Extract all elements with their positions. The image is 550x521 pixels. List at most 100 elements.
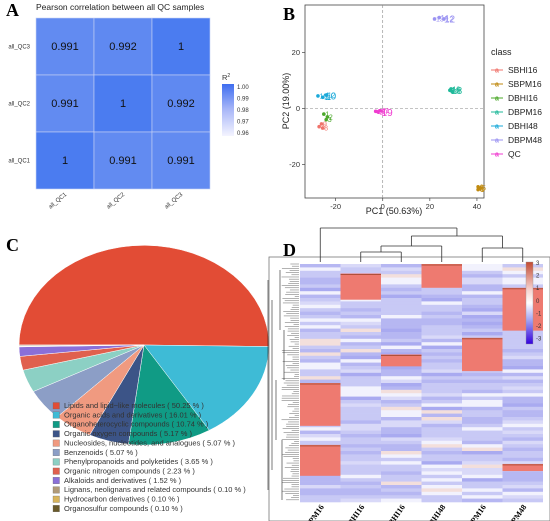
heatmap-a-cell: [151, 74, 211, 133]
heatmap-d-high-block: [502, 287, 543, 331]
heatmap-d-band: [502, 437, 543, 442]
heatmap-d-band: [421, 359, 462, 363]
heatmap-d-legend-tick: 1: [536, 286, 540, 292]
heatmap-d-band: [462, 457, 503, 462]
heatmap-d-band: [340, 352, 381, 357]
heatmap-d-band: [462, 386, 503, 391]
pca-point: [437, 15, 442, 20]
heatmap-d-band: [340, 495, 381, 499]
heatmap-d-band: [340, 454, 381, 459]
pca-point: [325, 115, 330, 119]
heatmap-d-band: [300, 301, 341, 306]
heatmap-d-band: [421, 335, 462, 340]
heatmap-d-band: [381, 379, 422, 384]
heatmap-d-band: [340, 389, 381, 394]
heatmap-d-band: [300, 352, 341, 357]
heatmap-d-band: [381, 427, 422, 431]
heatmap-d-band: [340, 464, 381, 469]
heatmap-d-band: [462, 410, 503, 414]
heatmap-d-band: [421, 464, 462, 469]
heatmap-d-band: [340, 311, 381, 316]
heatmap-d-band: [381, 270, 422, 275]
heatmap-d-band: [340, 403, 381, 408]
correlation-heatmap: Pearson correlation between all QC sampl…: [8, 2, 249, 210]
pca-legend-key-glyph: a: [495, 96, 499, 103]
pie-legend-swatch: [52, 467, 60, 475]
heatmap-d-band: [421, 474, 462, 479]
heatmap-d-band: [340, 379, 381, 384]
heatmap-d-band: [462, 325, 503, 329]
heatmap-d-band: [300, 304, 341, 309]
heatmap-d-band: [462, 430, 503, 435]
heatmap-d-band: [381, 447, 422, 452]
pca-point-label: 2: [329, 114, 333, 121]
heatmap-d-band: [421, 291, 462, 295]
heatmap-d-band: [502, 451, 543, 455]
heatmap-d-band: [340, 270, 381, 275]
heatmap-d-band: [381, 457, 422, 462]
heatmap-d-band: [462, 413, 503, 418]
pca-y-tick-label: 0: [296, 104, 300, 113]
heatmap-d-band: [502, 434, 543, 438]
heatmap-d-band: [502, 335, 543, 340]
heatmap-d-band: [381, 366, 422, 370]
heatmap-d-band: [300, 376, 341, 380]
heatmap-d-band: [502, 379, 543, 384]
pie-legend-label: Organoheterocyclic compounds ( 10.74 % ): [64, 420, 209, 429]
heatmap-d-band: [300, 434, 341, 438]
pca-legend-label: SBPM16: [508, 79, 542, 89]
pca-point: [319, 122, 324, 126]
heatmap-d-band: [462, 284, 503, 289]
heatmap-d-band: [421, 311, 462, 316]
heatmap-d-band: [381, 495, 422, 499]
heatmap-d-band: [300, 274, 341, 278]
heatmap-d-band: [502, 403, 543, 408]
pca-legend-key-glyph: a: [495, 138, 499, 145]
heatmap-d-band: [381, 451, 422, 455]
pie-slice: [128, 344, 210, 446]
heatmap-a-legend-tick: 1.00: [237, 85, 249, 91]
pca-point-label: 16: [451, 88, 459, 95]
heatmap-d-band: [340, 335, 381, 340]
pca-legend-key-glyph: a: [495, 68, 499, 75]
pca-point: [320, 95, 325, 100]
heatmap-a-cell: [93, 17, 153, 76]
heatmap-d-band: [502, 372, 543, 377]
heatmap-d-band: [502, 342, 543, 346]
pca-cluster-label: 19: [382, 108, 394, 119]
heatmap-d-band: [300, 284, 341, 289]
heatmap-d-band: [502, 389, 543, 394]
heatmap-d-band: [421, 417, 462, 421]
heatmap-d-band: [462, 406, 503, 411]
heatmap-d-band: [300, 321, 341, 326]
heatmap-d-band: [300, 345, 341, 350]
heatmap-d-band: [502, 413, 543, 418]
heatmap-d-band: [381, 417, 422, 421]
pca-x-tick-label: 0: [381, 202, 385, 211]
heatmap-d-high-block: [300, 383, 341, 426]
heatmap-a-cell: [151, 17, 211, 76]
heatmap-d-band: [340, 417, 381, 421]
heatmap-d-band: [421, 318, 462, 323]
heatmap-a-cell-label: 1: [120, 98, 126, 110]
pca-x-tick-label: 40: [473, 202, 481, 211]
heatmap-d-band: [381, 471, 422, 476]
heatmap-d-band: [300, 495, 341, 499]
heatmap-d-band: [300, 277, 341, 282]
heatmap-d-band: [502, 478, 543, 482]
panel-label-d: D: [283, 240, 296, 260]
pca-y-axis-label: PC2 (19.00%): [281, 73, 291, 130]
heatmap-d-band: [421, 488, 462, 493]
heatmap-d-band: [502, 345, 543, 350]
heatmap-d-band: [381, 315, 422, 319]
heatmap-a-cell: [93, 74, 153, 133]
pca-legend-key-glyph: a: [495, 110, 499, 117]
heatmap-d-band: [340, 461, 381, 465]
heatmap-d-band: [300, 488, 341, 493]
pca-point: [442, 17, 446, 21]
pca-point: [324, 117, 328, 122]
heatmap-a-cell: [151, 131, 211, 190]
heatmap-d-band: [502, 352, 543, 357]
heatmap-d-band: [381, 325, 422, 329]
heatmap-d-band: [462, 335, 503, 340]
